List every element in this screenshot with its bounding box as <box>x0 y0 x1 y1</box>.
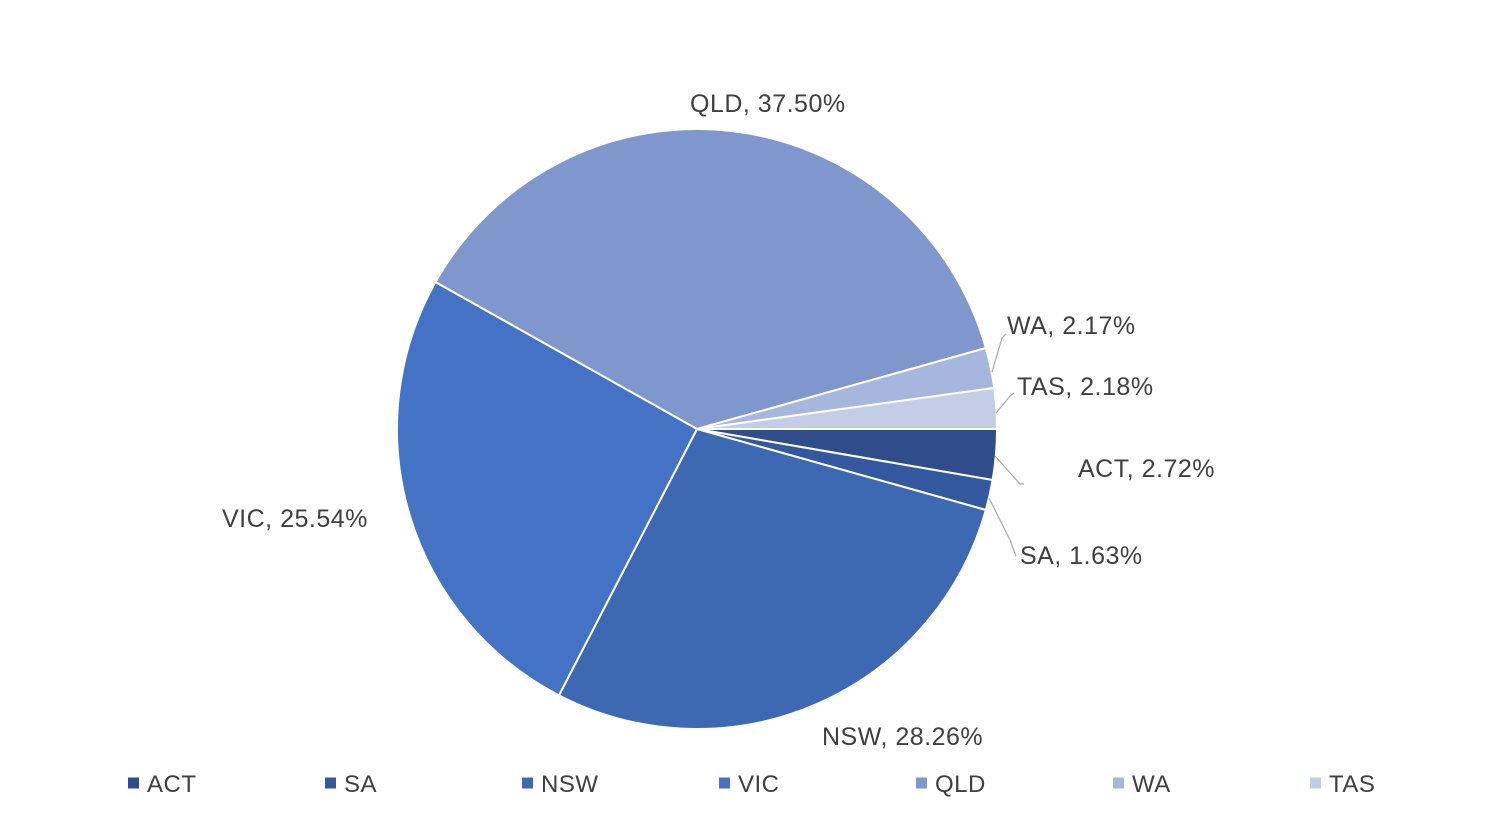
pie-slice-qld <box>434 128 988 431</box>
legend-label-wa: WA <box>1132 771 1171 798</box>
legend-label-sa: SA <box>344 771 377 798</box>
pie-slices <box>396 128 999 730</box>
leader-lines <box>988 333 1024 557</box>
data-label-vic: VIC, 25.54% <box>222 505 368 533</box>
leader-line-wa <box>991 333 1007 373</box>
pie-slice-nsw <box>557 427 988 730</box>
legend-swatch-sa <box>325 777 336 789</box>
legend-swatch-nsw <box>522 777 533 789</box>
legend-label-nsw: NSW <box>541 771 599 798</box>
legend-swatch-qld <box>916 777 927 789</box>
pie-slice-vic <box>396 280 699 697</box>
legend-label-qld: QLD <box>935 771 986 798</box>
data-label-tas: TAS, 2.18% <box>1017 373 1154 401</box>
data-label-qld: QLD, 37.50% <box>690 90 846 118</box>
data-label-act: ACT, 2.72% <box>1078 455 1215 483</box>
data-label-sa: SA, 1.63% <box>1020 542 1143 570</box>
legend-label-tas: TAS <box>1329 771 1375 798</box>
legend-swatch-act <box>128 777 139 789</box>
data-label-wa: WA, 2.17% <box>1007 312 1136 340</box>
pie-slice-tas <box>696 386 999 430</box>
leader-line-tas <box>995 392 1015 414</box>
legend: ACT SA NSW VIC QLD WA TAS <box>128 771 1375 798</box>
data-label-nsw: NSW, 28.26% <box>822 723 983 751</box>
legend-swatch-tas <box>1310 777 1321 789</box>
leader-line-act <box>994 455 1024 485</box>
legend-swatch-vic <box>719 777 730 789</box>
legend-label-vic: VIC <box>738 771 780 798</box>
leader-line-sa <box>988 497 1017 557</box>
data-labels: ACT, 2.72% SA, 1.63% NSW, 28.26% VIC, 25.54… <box>222 90 1215 751</box>
legend-swatch-wa <box>1113 777 1124 789</box>
legend-label-act: ACT <box>147 771 197 798</box>
